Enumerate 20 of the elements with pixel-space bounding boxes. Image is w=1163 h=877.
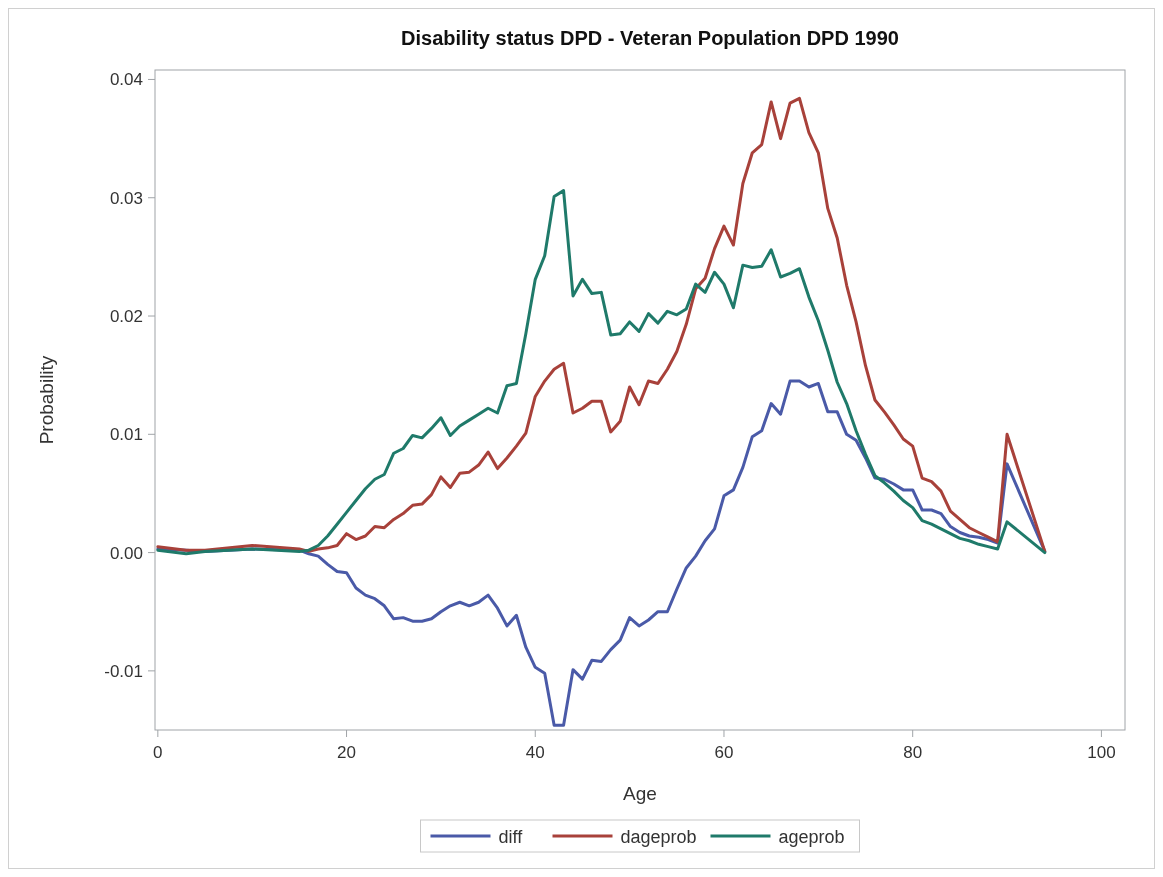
y-tick-label: 0.01 — [109, 425, 143, 445]
y-tick-label: 0.03 — [109, 188, 143, 208]
x-tick-label: 20 — [337, 743, 357, 762]
x-tick-label: 0 — [153, 743, 163, 762]
y-tick-label: -0.01 — [104, 661, 143, 681]
y-tick-label: 0.04 — [109, 70, 143, 90]
x-tick-label: 60 — [714, 743, 734, 762]
line-series — [156, 189, 1047, 556]
legend-label: ageprob — [778, 827, 845, 847]
x-tick-label: 80 — [903, 743, 923, 762]
y-tick-label: 0.02 — [109, 307, 143, 327]
line-series — [156, 96, 1047, 553]
legend-label: diff — [498, 827, 524, 847]
x-tick-label: 100 — [1087, 743, 1116, 762]
y-axis-title: Probability — [36, 355, 57, 445]
legend-label: dageprob — [620, 827, 697, 847]
chart-title: Disability status DPD - Veteran Population DPD 1990 — [401, 27, 899, 49]
x-axis-title: Age — [623, 783, 657, 804]
y-tick-label: 0.00 — [109, 543, 143, 563]
x-tick-label: 40 — [525, 743, 545, 762]
